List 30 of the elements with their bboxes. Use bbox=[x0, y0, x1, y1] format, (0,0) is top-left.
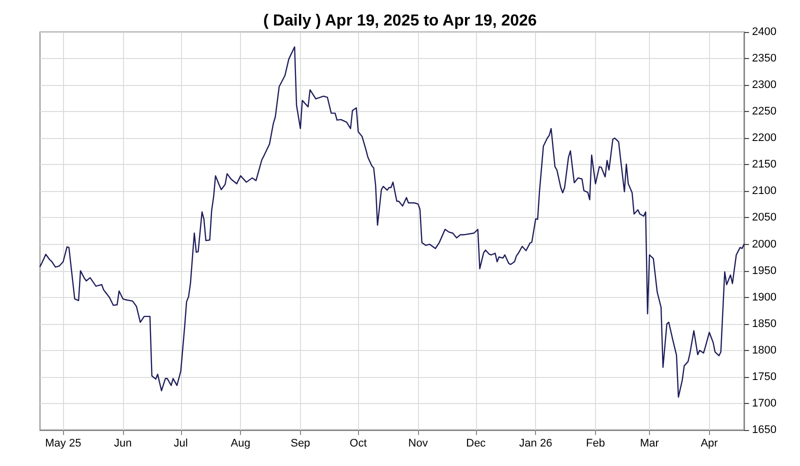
y-tick-label: 2400 bbox=[752, 26, 776, 38]
y-tick-label: 1900 bbox=[752, 291, 776, 304]
chart-title: ( Daily ) Apr 19, 2025 to Apr 19, 2026 bbox=[263, 12, 537, 30]
x-tick-label: Jun bbox=[114, 438, 132, 450]
y-tick-label: 2350 bbox=[752, 52, 776, 65]
y-tick-label: 1800 bbox=[752, 344, 776, 356]
y-tick-label: 1950 bbox=[752, 264, 776, 277]
x-tick-label: Sep bbox=[290, 438, 310, 450]
y-tick-label: 1700 bbox=[752, 397, 776, 410]
y-tick-label: 2050 bbox=[752, 212, 776, 224]
x-tick-label: Nov bbox=[408, 438, 428, 450]
x-tick-label: Oct bbox=[350, 438, 367, 450]
y-tick-label: 1650 bbox=[752, 424, 776, 436]
x-tick-label: May 25 bbox=[45, 438, 82, 450]
x-tick-label: Dec bbox=[466, 438, 486, 450]
y-tick-label: 2100 bbox=[752, 185, 776, 198]
x-tick-label: Jul bbox=[174, 438, 188, 450]
x-tick-label: Feb bbox=[586, 438, 605, 450]
x-tick-label: Apr bbox=[700, 438, 718, 450]
x-tick-label: Aug bbox=[230, 438, 250, 450]
y-tick-label: 2250 bbox=[752, 106, 776, 118]
x-tick-label: Mar bbox=[640, 438, 660, 450]
x-tick-label: Jan 26 bbox=[519, 438, 552, 450]
line-series bbox=[39, 46, 745, 398]
y-tick-label: 2200 bbox=[752, 132, 776, 144]
y-tick-label: 2000 bbox=[752, 238, 776, 250]
y-tick-label: 2150 bbox=[752, 158, 776, 171]
y-tick-label: 1850 bbox=[752, 318, 776, 330]
y-tick-label: 1750 bbox=[752, 370, 776, 383]
y-tick-label: 2300 bbox=[752, 79, 776, 92]
